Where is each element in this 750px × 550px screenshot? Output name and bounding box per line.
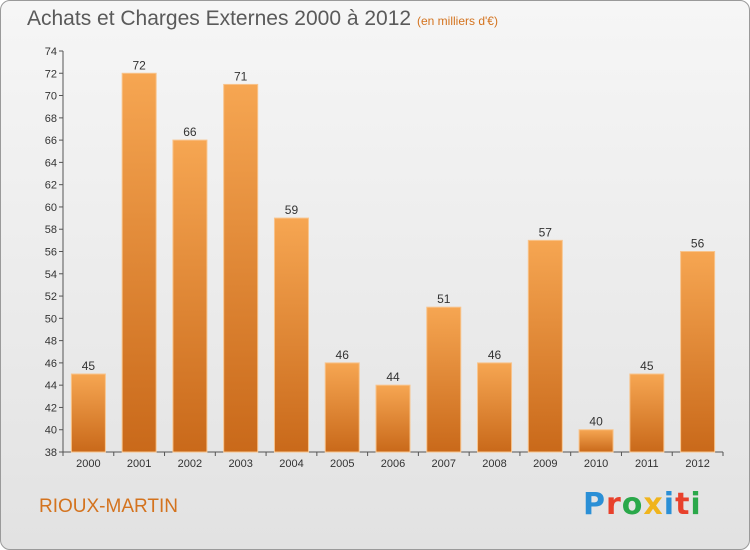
- bar: [172, 139, 208, 453]
- chart-bars: [70, 72, 716, 453]
- bar-value-label: 45: [82, 359, 96, 373]
- bar: [680, 251, 716, 453]
- logo-letter: x: [643, 487, 664, 522]
- y-tick-label: 70: [45, 91, 57, 103]
- y-tick-label: 72: [45, 68, 57, 80]
- x-tick-label: 2009: [533, 458, 557, 470]
- bar-value-label: 59: [285, 203, 299, 217]
- chart-labels: 45 72 66 71 59 46 44 51 46 57 40 45 56: [82, 58, 705, 428]
- chart-title: Achats et Charges Externes 2000 à 2012: [27, 7, 412, 30]
- commune-name: RIOUX-MARTIN: [39, 496, 178, 517]
- bar: [578, 429, 614, 453]
- y-tick-label: 44: [45, 380, 57, 392]
- bar-value-label: 45: [640, 359, 654, 373]
- y-tick-label: 48: [45, 336, 57, 348]
- bar: [223, 83, 259, 453]
- x-tick-label: 2008: [482, 458, 506, 470]
- bar: [426, 306, 462, 453]
- x-tick-label: 2006: [381, 458, 405, 470]
- chart-subtitle: (en milliers d'€): [417, 14, 498, 28]
- y-tick-label: 42: [45, 402, 57, 414]
- x-tick-label: 2007: [432, 458, 456, 470]
- bar: [629, 373, 665, 453]
- bar: [477, 362, 513, 453]
- y-tick-label: 54: [45, 269, 57, 281]
- logo-letter: i: [690, 487, 702, 522]
- bar-value-label: 51: [437, 292, 451, 306]
- y-tick-label: 62: [45, 180, 57, 192]
- y-tick-label: 40: [45, 425, 57, 437]
- bar-value-label: 57: [539, 225, 553, 239]
- proxiti-logo: Proxiti: [583, 487, 702, 522]
- y-tick-label: 66: [45, 135, 57, 147]
- bar-value-label: 40: [589, 415, 603, 429]
- bar-value-label: 46: [488, 348, 502, 362]
- y-tick-label: 74: [45, 46, 57, 58]
- bar: [527, 239, 563, 453]
- bar-value-label: 66: [183, 125, 197, 139]
- x-tick-label: 2004: [279, 458, 303, 470]
- x-tick-label: 2012: [685, 458, 709, 470]
- x-tick-label: 2000: [76, 458, 100, 470]
- bar-value-label: 72: [132, 58, 146, 72]
- bar: [375, 384, 411, 453]
- logo-letter: o: [621, 487, 644, 522]
- bar: [273, 217, 309, 453]
- bar: [70, 373, 106, 453]
- y-tick-label: 52: [45, 291, 57, 303]
- logo-letter: t: [675, 487, 691, 522]
- x-tick-label: 2003: [228, 458, 252, 470]
- logo-letter: r: [606, 487, 622, 522]
- x-tick-label: 2002: [178, 458, 202, 470]
- bar-value-label: 71: [234, 69, 248, 83]
- y-tick-label: 46: [45, 358, 57, 370]
- y-tick-label: 60: [45, 202, 57, 214]
- y-tick-label: 58: [45, 224, 57, 236]
- y-tick-label: 56: [45, 247, 57, 259]
- bar-value-label: 46: [336, 348, 350, 362]
- y-tick-label: 50: [45, 313, 57, 325]
- bar-value-label: 56: [691, 237, 705, 251]
- x-tick-label: 2011: [635, 458, 659, 470]
- bar-value-label: 44: [386, 370, 400, 384]
- x-tick-label: 2001: [127, 458, 151, 470]
- y-tick-label: 38: [45, 447, 57, 459]
- bar: [324, 362, 360, 453]
- bar: [121, 72, 157, 453]
- y-tick-label: 64: [45, 157, 57, 169]
- y-tick-label: 68: [45, 113, 57, 125]
- x-tick-label: 2010: [584, 458, 608, 470]
- x-tick-label: 2005: [330, 458, 354, 470]
- logo-letter: i: [663, 487, 676, 522]
- logo-letter: P: [583, 487, 606, 522]
